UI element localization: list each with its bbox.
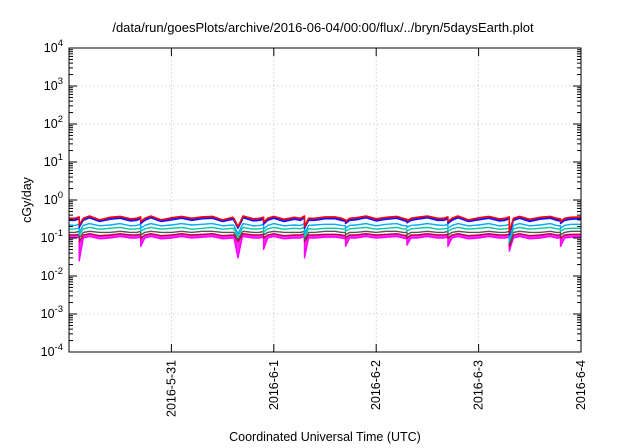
series-line	[69, 230, 581, 245]
series-line	[69, 233, 581, 248]
x-tick-label: 2016-6-1	[267, 360, 281, 410]
y-tick-label: 103	[44, 76, 63, 93]
series-line	[69, 217, 582, 236]
y-tick-exponent: -1	[55, 228, 63, 239]
y-tick-label: 10-4	[41, 342, 63, 359]
series-group	[68, 215, 582, 262]
y-tick-exponent: -2	[55, 266, 63, 277]
y-tick-exponent: -3	[55, 304, 63, 315]
x-tick-label: 2016-6-3	[472, 360, 486, 410]
axis-ticks	[69, 47, 582, 353]
y-tick-exponent: 3	[58, 76, 63, 87]
y-tick-label: 102	[44, 114, 63, 131]
y-tick-exponent: -4	[55, 342, 63, 353]
chart-title: /data/run/goesPlots/archive/2016-06-04/0…	[112, 20, 534, 35]
x-tick-label: 2016-5-31	[164, 360, 178, 417]
y-tick-exponent: 4	[58, 38, 63, 49]
x-tick-label: 2016-6-2	[369, 360, 383, 410]
y-tick-label: 104	[44, 38, 63, 55]
magenta-band-fill	[69, 233, 581, 261]
x-tick-label: 2016-6-4	[574, 360, 588, 410]
y-tick-label: 101	[44, 152, 63, 169]
series-line	[68, 222, 581, 241]
series-line	[69, 235, 581, 262]
y-tick-exponent: 0	[58, 190, 63, 201]
grid-lines	[69, 48, 581, 352]
y-tick-label: 100	[44, 190, 63, 207]
series-line	[68, 226, 581, 243]
y-tick-exponent: 2	[58, 114, 63, 125]
y-tick-exponent: 1	[58, 152, 63, 163]
y-tick-label: 10-2	[41, 266, 63, 283]
y-axis-label: cGy/day	[20, 176, 34, 223]
x-tick-labels: 2016-5-31 2016-6-1 2016-6-2 2016-6-3 2016-6-…	[164, 360, 588, 417]
x-axis-label: Coordinated Universal Time (UTC)	[229, 430, 421, 444]
y-tick-label: 10-1	[41, 228, 63, 245]
series-line	[69, 215, 582, 234]
y-tick-label: 10-3	[41, 304, 63, 321]
